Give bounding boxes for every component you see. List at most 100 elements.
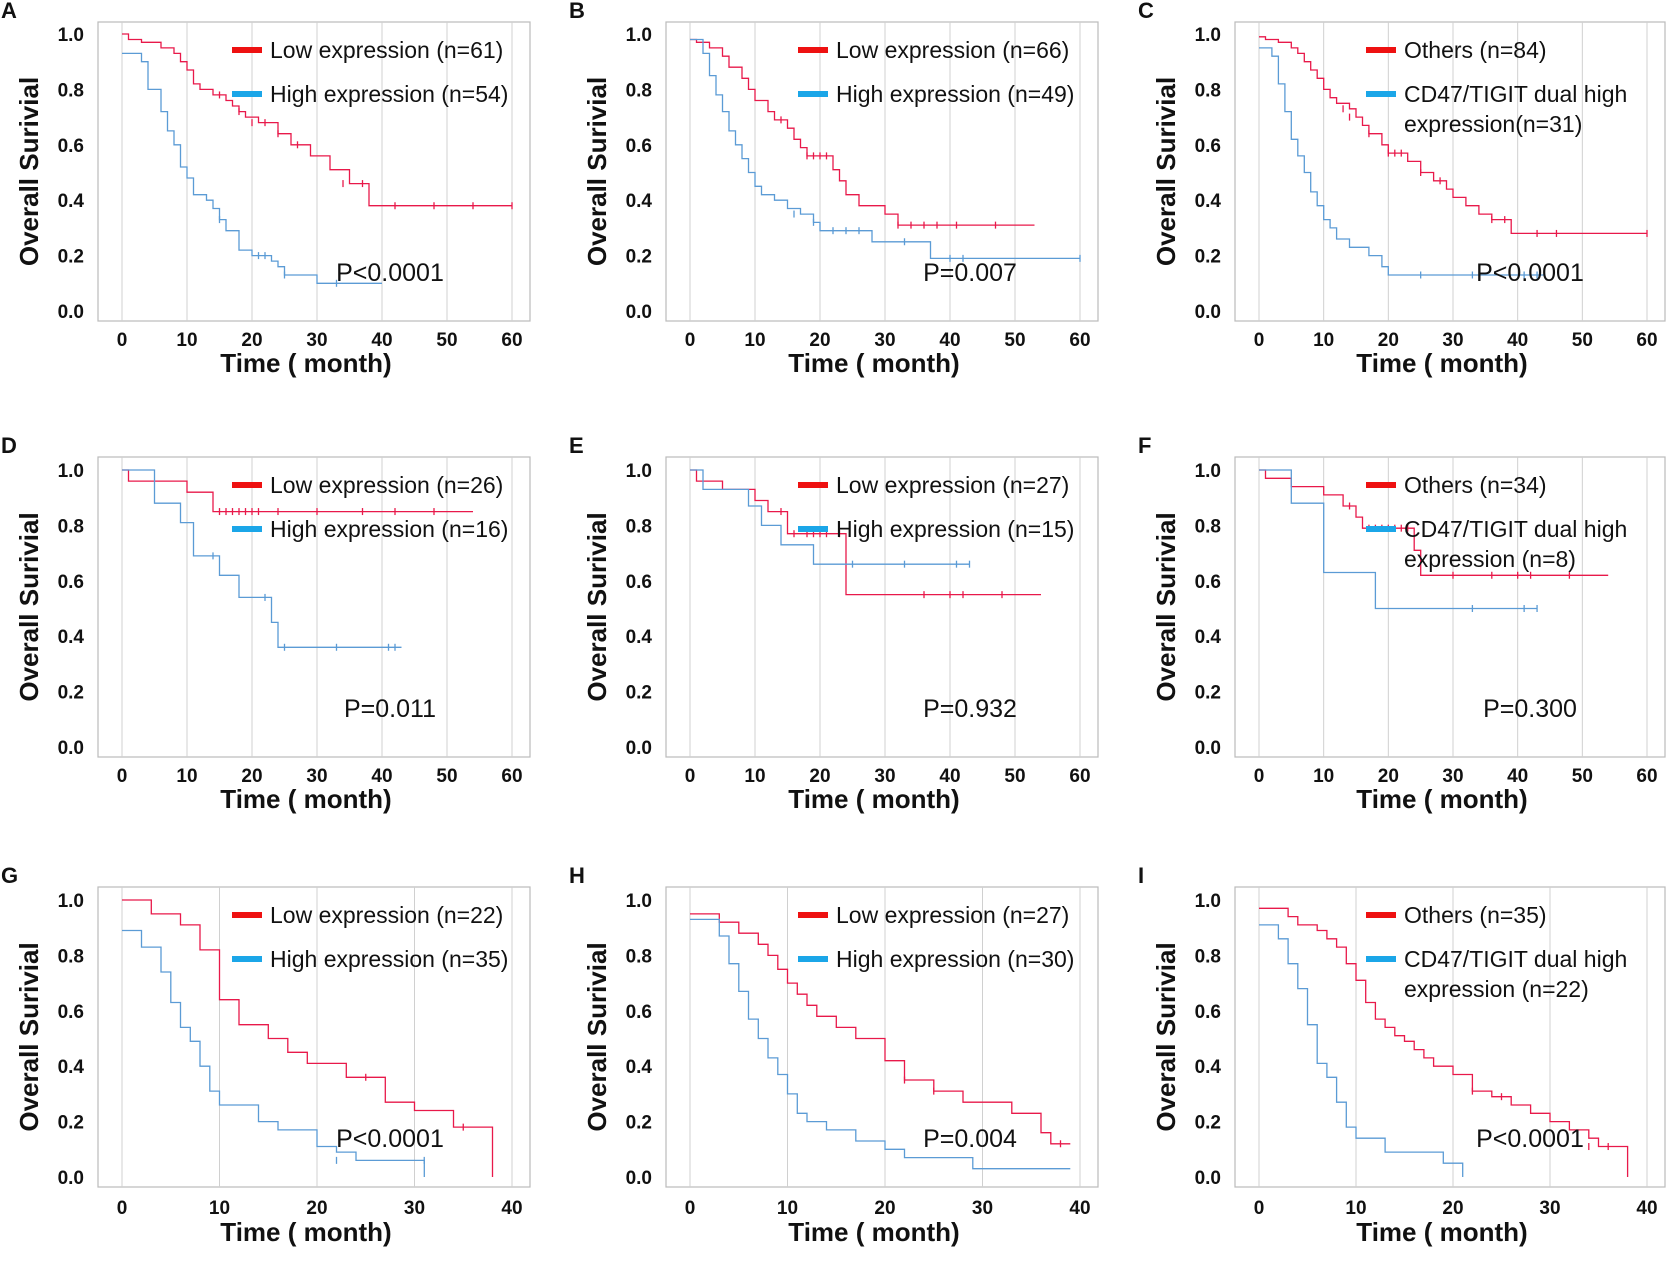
y-tick-label: 1.0 [1195, 891, 1221, 912]
y-tick-label: 0.6 [1195, 1002, 1221, 1023]
y-tick-label: 0.0 [626, 302, 652, 323]
legend-label: Low expression (n=27) [836, 902, 1069, 928]
x-tick-label: 40 [939, 766, 960, 787]
x-tick-label: 40 [1507, 330, 1528, 351]
x-tick-label: 30 [1442, 330, 1463, 351]
y-tick-label: 0.4 [1195, 1057, 1222, 1078]
x-tick-label: 20 [809, 330, 830, 351]
y-tick-label: 0.0 [626, 738, 652, 759]
y-tick-label: 0.6 [626, 572, 652, 593]
y-tick-label: 0.8 [1195, 946, 1221, 967]
legend-swatch [232, 526, 262, 532]
x-tick-label: 50 [1572, 330, 1593, 351]
x-axis-label: Time ( month) [788, 1217, 959, 1247]
y-tick-label: 0.2 [1195, 247, 1221, 268]
panel-i: 0 10 20 30 40 0.0 0.2 0.4 0.6 0.8 1.0 I Overall Suri… [1138, 863, 1666, 1247]
x-tick-label: 30 [874, 330, 895, 351]
x-tick-label: 50 [1572, 766, 1593, 787]
x-tick-label: 60 [1636, 766, 1657, 787]
y-tick-label: 0.6 [1195, 572, 1221, 593]
x-tick-label: 20 [1378, 766, 1399, 787]
legend-swatch [1366, 91, 1396, 97]
y-axis-label: Overall Surivial [14, 512, 44, 701]
p-value: P<0.0001 [336, 1125, 444, 1153]
y-tick-label: 0.6 [58, 136, 84, 157]
y-tick-label: 1.0 [626, 891, 652, 912]
survival-curve-low [1259, 36, 1647, 235]
y-axis-label: Overall Surivial [582, 512, 612, 701]
legend-swatch [232, 956, 262, 962]
x-tick-label: 20 [306, 1198, 327, 1219]
y-axis-label: Overall Surivial [1151, 512, 1181, 701]
panel-d: 0 10 20 30 40 50 60 0.0 0.2 0.4 0.6 0.8 1.0 D Overall … [1, 433, 531, 814]
plot-frame [1234, 21, 1666, 322]
y-tick-label: 0.4 [1195, 627, 1222, 648]
survival-curve-high [122, 929, 425, 1177]
x-tick-label: 10 [744, 766, 765, 787]
x-axis-label: Time ( month) [1356, 1217, 1527, 1247]
y-tick-label: 0.6 [626, 1002, 652, 1023]
panel-letter: F [1138, 433, 1151, 458]
p-value: P=0.011 [344, 695, 436, 723]
survival-curve-high [690, 469, 970, 565]
p-value: P=0.007 [923, 259, 1017, 287]
x-tick-label: 30 [404, 1198, 425, 1219]
y-tick-label: 0.4 [1195, 191, 1222, 212]
x-tick-label: 60 [1069, 330, 1090, 351]
y-tick-label: 0.4 [626, 191, 653, 212]
plot-frame [665, 21, 1099, 322]
x-tick-label: 20 [809, 766, 830, 787]
x-axis-label: Time ( month) [1356, 784, 1527, 814]
panel-letter: C [1138, 0, 1154, 23]
survival-curve-low [122, 469, 473, 513]
survival-curve-low [122, 33, 512, 207]
survival-curve-low [690, 38, 1035, 226]
legend-label: High expression (n=49) [836, 81, 1074, 107]
x-tick-label: 60 [1636, 330, 1657, 351]
y-tick-label: 0.8 [626, 946, 652, 967]
legend-swatch [798, 47, 828, 53]
plot-frame [97, 456, 531, 758]
y-axis-label: Overall Surivial [582, 942, 612, 1131]
y-tick-label: 0.8 [1195, 516, 1221, 537]
y-axis-label: Overall Surivial [14, 77, 44, 266]
legend-swatch [1366, 526, 1396, 532]
survival-curve-high [1259, 47, 1544, 276]
y-tick-label: 0.8 [58, 516, 84, 537]
survival-curve-low [690, 469, 1041, 596]
legend-swatch [798, 912, 828, 918]
legend-swatch [1366, 47, 1396, 53]
x-tick-label: 20 [1378, 330, 1399, 351]
legend-label: CD47/TIGIT dual high [1404, 81, 1627, 107]
legend-swatch [232, 91, 262, 97]
x-tick-label: 40 [939, 330, 960, 351]
y-tick-label: 0.6 [58, 1002, 84, 1023]
panel-letter: D [1, 433, 17, 458]
x-tick-label: 0 [1254, 766, 1265, 787]
y-tick-label: 0.4 [626, 1057, 653, 1078]
legend-label: High expression (n=15) [836, 516, 1074, 542]
y-tick-label: 0.4 [58, 191, 85, 212]
legend-label: Low expression (n=27) [836, 472, 1069, 498]
p-value: P<0.0001 [1476, 1125, 1584, 1153]
y-tick-label: 0.2 [58, 247, 84, 268]
panel-c: 0 10 20 30 40 50 60 0.0 0.2 0.4 0.6 0.8 1.0 C Overall … [1138, 0, 1666, 378]
x-tick-label: 20 [874, 1198, 895, 1219]
x-tick-label: 40 [371, 330, 392, 351]
y-tick-label: 0.8 [626, 80, 652, 101]
x-tick-label: 20 [1442, 1198, 1463, 1219]
y-axis-label: Overall Surivial [1151, 77, 1181, 266]
y-tick-label: 1.0 [58, 25, 84, 46]
panel-a: 0 10 20 30 40 50 60 0.0 0.2 0.4 0.6 0.8 1.0 A Overall … [1, 0, 531, 378]
x-tick-label: 30 [1539, 1198, 1560, 1219]
y-tick-label: 0.0 [58, 738, 84, 759]
x-tick-label: 50 [1004, 330, 1025, 351]
p-value: P=0.300 [1483, 695, 1577, 723]
y-tick-label: 1.0 [58, 461, 84, 482]
x-tick-label: 30 [874, 766, 895, 787]
legend-swatch [1366, 912, 1396, 918]
legend-label: High expression (n=30) [836, 946, 1074, 972]
legend-swatch [232, 47, 262, 53]
x-tick-label: 0 [685, 766, 696, 787]
